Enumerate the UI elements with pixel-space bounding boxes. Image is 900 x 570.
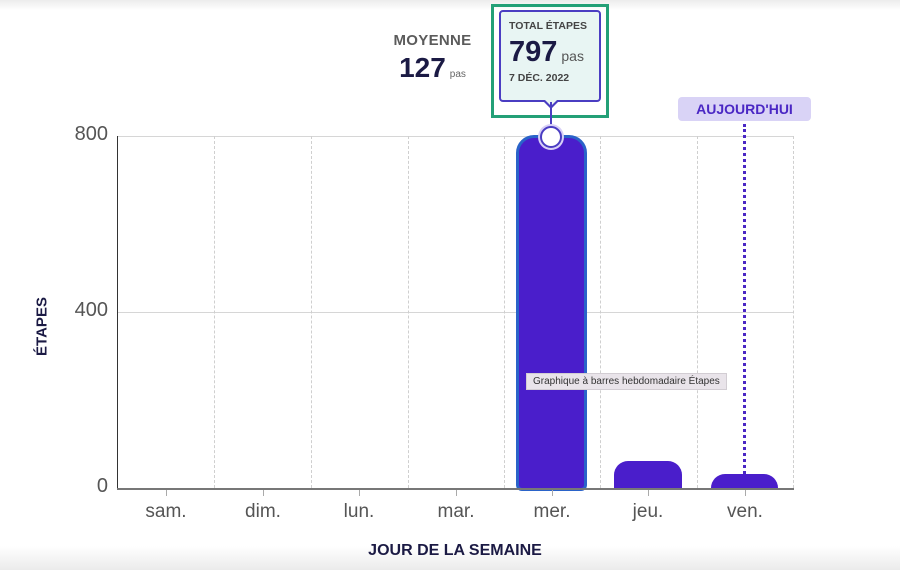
y-axis-line	[117, 136, 118, 489]
x-label-ven: ven.	[727, 501, 763, 522]
x-label-sam: sam.	[145, 501, 187, 522]
bar-jeu[interactable]	[614, 461, 682, 489]
chart-accessibility-tooltip: Graphique à barres hebdomadaire Étapes	[526, 373, 727, 390]
average-unit: pas	[449, 69, 466, 80]
x-tick-mark	[263, 490, 264, 496]
x-label-jeu: jeu.	[632, 501, 664, 522]
average-label: MOYENNE	[393, 32, 472, 49]
x-tick-mark	[745, 490, 746, 496]
gridline-800	[118, 136, 794, 137]
y-tick-400: 400	[74, 299, 108, 321]
average-value-row: 127 pas	[380, 52, 485, 84]
tooltip-label: TOTAL ÉTAPES	[509, 20, 587, 32]
average-value: 127	[399, 52, 446, 83]
today-line	[743, 124, 746, 474]
x-tick-mark	[359, 490, 360, 496]
selected-bar-tooltip: TOTAL ÉTAPES 797 pas 7 DÉC. 2022	[499, 10, 601, 102]
tooltip-value: 797	[509, 36, 558, 68]
gridline-v	[408, 136, 409, 488]
y-tick-0: 0	[96, 475, 108, 497]
gridline-v	[504, 136, 505, 488]
x-tick-mark	[648, 490, 649, 496]
bar-ven[interactable]	[711, 474, 778, 489]
average-summary: MOYENNE 127 pas	[380, 32, 485, 84]
bar-mer[interactable]	[516, 135, 587, 491]
tooltip-stem	[550, 102, 552, 128]
gridline-v	[311, 136, 312, 488]
x-tick-mark	[456, 490, 457, 496]
gridline-v	[793, 136, 794, 488]
x-axis-line	[117, 488, 794, 490]
gridline-v	[600, 136, 601, 488]
tooltip-unit: pas	[561, 48, 584, 64]
x-label-mar: mar.	[437, 501, 475, 522]
y-tick-800: 800	[74, 123, 108, 145]
x-tick-mark	[552, 490, 553, 496]
x-label-mer: mer.	[533, 501, 571, 522]
top-shadow	[0, 0, 900, 10]
selected-point-marker[interactable]	[540, 126, 562, 148]
tooltip-date: 7 DÉC. 2022	[509, 72, 570, 84]
today-badge: AUJOURD'HUI	[678, 97, 811, 121]
x-label-dim: dim.	[245, 501, 281, 522]
gridline-v	[214, 136, 215, 488]
tooltip-value-row: 797 pas	[509, 36, 599, 69]
x-tick-mark	[166, 490, 167, 496]
x-label-lun: lun.	[343, 501, 375, 522]
gridline-v	[697, 136, 698, 488]
gridline-400	[118, 312, 794, 313]
bottom-shadow	[0, 546, 900, 570]
x-axis-title: JOUR DE LA SEMAINE	[368, 542, 542, 559]
